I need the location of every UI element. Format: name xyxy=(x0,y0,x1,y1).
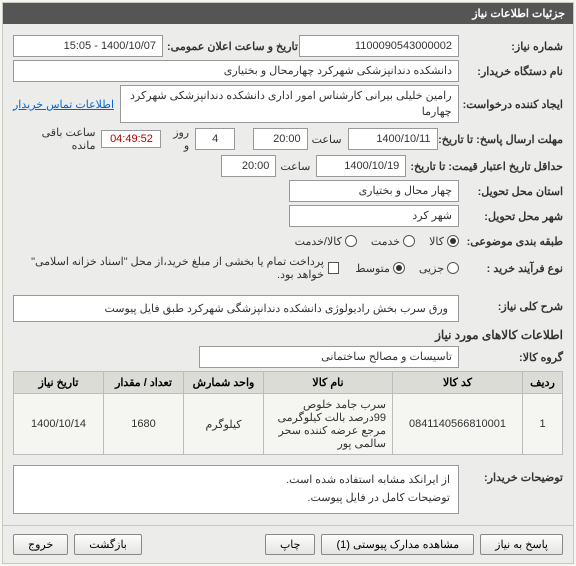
checkbox-treasury[interactable] xyxy=(328,262,339,274)
radio-dot-icon xyxy=(345,235,357,247)
link-contact-buyer[interactable]: اطلاعات تماس خریدار xyxy=(13,98,114,111)
field-valid-date: 1400/10/19 xyxy=(316,155,406,177)
row-process-type: نوع فرآیند خرید : جزیی متوسط پرداخت تمام… xyxy=(13,255,563,281)
radio-label: متوسط xyxy=(355,262,390,275)
cell-qty: 1680 xyxy=(104,394,184,455)
field-days-left: 4 xyxy=(195,128,235,150)
radio-label: جزیی xyxy=(419,262,444,275)
row-need-no: شماره نیاز: 1100090543000002 تاریخ و ساع… xyxy=(13,35,563,57)
field-summary: ورق سرب بخش رادیولوژی دانشکده دندانپزشگی… xyxy=(13,295,459,322)
radio-process-minor[interactable]: جزیی xyxy=(419,262,459,275)
radio-group-process: جزیی متوسط xyxy=(355,262,459,275)
field-need-no: 1100090543000002 xyxy=(299,35,459,57)
label-buyer-org: نام دستگاه خریدار: xyxy=(463,65,563,78)
field-deadline-date: 1400/10/11 xyxy=(348,128,438,150)
radio-dot-icon xyxy=(447,235,459,247)
label-need-no: شماره نیاز: xyxy=(463,40,563,53)
cell-name: سرب جامد خلوص 99درصد بالت کیلوگرمی مرجع … xyxy=(264,394,393,455)
note-treasury: پرداخت تمام یا بخشی از مبلغ خرید،از محل … xyxy=(13,255,324,281)
need-details-panel: جزئیات اطلاعات نیاز شماره نیاز: 11000905… xyxy=(2,2,574,564)
field-city: شهر کرد xyxy=(289,205,459,227)
exit-button[interactable]: خروج xyxy=(13,534,68,555)
label-goods-group: گروه کالا: xyxy=(463,351,563,364)
table-row: 1 0841140566810001 سرب جامد خلوص 99درصد … xyxy=(14,394,563,455)
col-code: کد کالا xyxy=(393,372,523,394)
buyer-note-line2: توضیحات کامل در فایل پیوست. xyxy=(22,490,450,508)
label-valid-time: ساعت xyxy=(280,160,310,173)
field-province: چهار محال و بختیاری xyxy=(289,180,459,202)
row-valid-until: حداقل تاریخ اعتبار قیمت: تا تاریخ: 1400/… xyxy=(13,155,563,177)
label-process-type: نوع فرآیند خرید : xyxy=(463,262,563,275)
col-date: تاریخ نیاز xyxy=(14,372,104,394)
label-city: شهر محل تحویل: xyxy=(463,210,563,223)
label-province: استان محل تحویل: xyxy=(463,185,563,198)
buyer-note-line1: از ایرانکد مشابه استفاده شده است. xyxy=(22,472,450,490)
radio-category-goods[interactable]: کالا xyxy=(429,235,459,248)
label-valid-until: حداقل تاریخ اعتبار قیمت: تا تاریخ: xyxy=(410,160,563,173)
row-buyer-org: نام دستگاه خریدار: دانشکده دندانپزشکی شه… xyxy=(13,60,563,82)
label-deadline: مهلت ارسال پاسخ: تا تاریخ: xyxy=(442,133,563,146)
radio-category-both[interactable]: کالا/خدمت xyxy=(295,235,357,248)
field-valid-time: 20:00 xyxy=(221,155,276,177)
table-header-row: ردیف کد کالا نام کالا واحد شمارش تعداد /… xyxy=(14,372,563,394)
radio-dot-icon xyxy=(393,262,405,274)
col-name: نام کالا xyxy=(264,372,393,394)
cell-date: 1400/10/14 xyxy=(14,394,104,455)
reply-button[interactable]: پاسخ به نیاز xyxy=(480,534,563,555)
radio-label: کالا xyxy=(429,235,444,248)
items-section-title: اطلاعات کالاهای مورد نیاز xyxy=(13,328,563,342)
row-buyer-notes: توضیحات خریدار: از ایرانکد مشابه استفاده… xyxy=(13,465,563,514)
label-deadline-time: ساعت xyxy=(312,133,342,146)
row-summary: شرح کلی نیاز: ورق سرب بخش رادیولوژی دانش… xyxy=(13,291,563,322)
col-index: ردیف xyxy=(523,372,563,394)
label-remain: ساعت باقی مانده xyxy=(17,126,95,152)
label-summary: شرح کلی نیاز: xyxy=(463,300,563,313)
print-button[interactable]: چاپ xyxy=(265,534,316,555)
radio-dot-icon xyxy=(447,262,459,274)
panel-body: شماره نیاز: 1100090543000002 تاریخ و ساع… xyxy=(3,24,573,525)
label-requester: ایجاد کننده درخواست: xyxy=(463,98,563,111)
radio-dot-icon xyxy=(403,235,415,247)
radio-process-medium[interactable]: متوسط xyxy=(355,262,405,275)
footer-buttons: پاسخ به نیاز مشاهده مدارک پیوستی (1) چاپ… xyxy=(3,525,573,563)
back-button[interactable]: بازگشت xyxy=(74,534,142,555)
cell-unit: کیلوگرم xyxy=(184,394,264,455)
radio-category-service[interactable]: خدمت xyxy=(371,235,415,248)
items-table: ردیف کد کالا نام کالا واحد شمارش تعداد /… xyxy=(13,371,563,455)
label-category: طبقه بندی موضوعی: xyxy=(463,235,563,248)
label-buyer-notes: توضیحات خریدار: xyxy=(463,465,563,484)
row-province: استان محل تحویل: چهار محال و بختیاری xyxy=(13,180,563,202)
cell-code: 0841140566810001 xyxy=(393,394,523,455)
row-deadline: مهلت ارسال پاسخ: تا تاریخ: 1400/10/11 سا… xyxy=(13,126,563,152)
row-city: شهر محل تحویل: شهر کرد xyxy=(13,205,563,227)
field-buyer-notes: از ایرانکد مشابه استفاده شده است. توضیحا… xyxy=(13,465,459,514)
radio-label: کالا/خدمت xyxy=(295,235,342,248)
field-requester: رامین خلیلی بیرانی کارشناس امور اداری دا… xyxy=(120,85,459,123)
col-qty: تعداد / مقدار xyxy=(104,372,184,394)
row-category: طبقه بندی موضوعی: کالا خدمت کالا/خدمت xyxy=(13,230,563,252)
label-days: روز و xyxy=(165,126,189,152)
row-goods-group: گروه کالا: تاسیسات و مصالح ساختمانی xyxy=(13,346,563,368)
radio-group-category: کالا خدمت کالا/خدمت xyxy=(295,235,459,248)
label-announce: تاریخ و ساعت اعلان عمومی: xyxy=(167,40,298,53)
field-buyer-org: دانشکده دندانپزشکی شهرکرد چهارمحال و بخت… xyxy=(13,60,459,82)
cell-index: 1 xyxy=(523,394,563,455)
field-deadline-time: 20:00 xyxy=(253,128,308,150)
col-unit: واحد شمارش xyxy=(184,372,264,394)
field-countdown: 04:49:52 xyxy=(101,130,161,148)
row-requester: ایجاد کننده درخواست: رامین خلیلی بیرانی … xyxy=(13,85,563,123)
field-announce: 1400/10/07 - 15:05 xyxy=(13,35,163,57)
field-goods-group: تاسیسات و مصالح ساختمانی xyxy=(199,346,459,368)
attachments-button[interactable]: مشاهده مدارک پیوستی (1) xyxy=(321,534,474,555)
panel-title: جزئیات اطلاعات نیاز xyxy=(3,3,573,24)
radio-label: خدمت xyxy=(371,235,400,248)
